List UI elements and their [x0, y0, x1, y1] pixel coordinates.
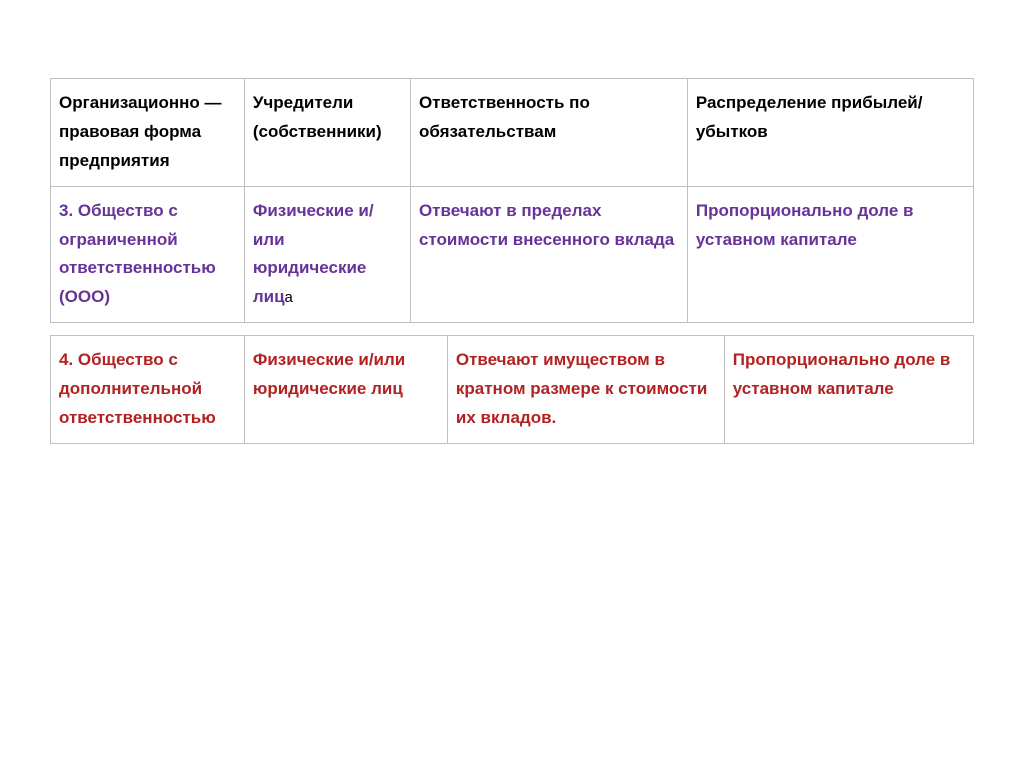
row2-col1: 4. Общество с дополнительной ответственн…: [51, 336, 245, 444]
header-col4: Распределение прибылей/убытков: [687, 79, 973, 187]
row2-col3: Отвечают имуществом в кратном размере к …: [447, 336, 724, 444]
header-col3: Ответственность по обязательствам: [410, 79, 687, 187]
table-1-data-row: 3. Общество с ограниченной ответственнос…: [51, 186, 974, 323]
table-1: Организационно — правовая форма предприя…: [50, 78, 974, 323]
table-2-data-row: 4. Общество с дополнительной ответственн…: [51, 336, 974, 444]
row1-col2-text: Физические и/или юридические лиц: [253, 201, 374, 307]
row1-col2: Физические и/или юридические лица: [244, 186, 410, 323]
row1-col2-extra: а: [285, 289, 293, 306]
header-col1: Организационно — правовая форма предприя…: [51, 79, 245, 187]
row1-col1: 3. Общество с ограниченной ответственнос…: [51, 186, 245, 323]
row1-col4: Пропорционально доле в уставном капитале: [687, 186, 973, 323]
table-2: 4. Общество с дополнительной ответственн…: [50, 335, 974, 444]
row2-col4: Пропорционально доле в уставном капитале: [724, 336, 973, 444]
row2-col2: Физические и/или юридические лиц: [244, 336, 447, 444]
tables-container: Организационно — правовая форма предприя…: [50, 78, 974, 444]
header-col2: Учредители (собственники): [244, 79, 410, 187]
table-1-header-row: Организационно — правовая форма предприя…: [51, 79, 974, 187]
row1-col3: Отвечают в пределах стоимости внесенного…: [410, 186, 687, 323]
